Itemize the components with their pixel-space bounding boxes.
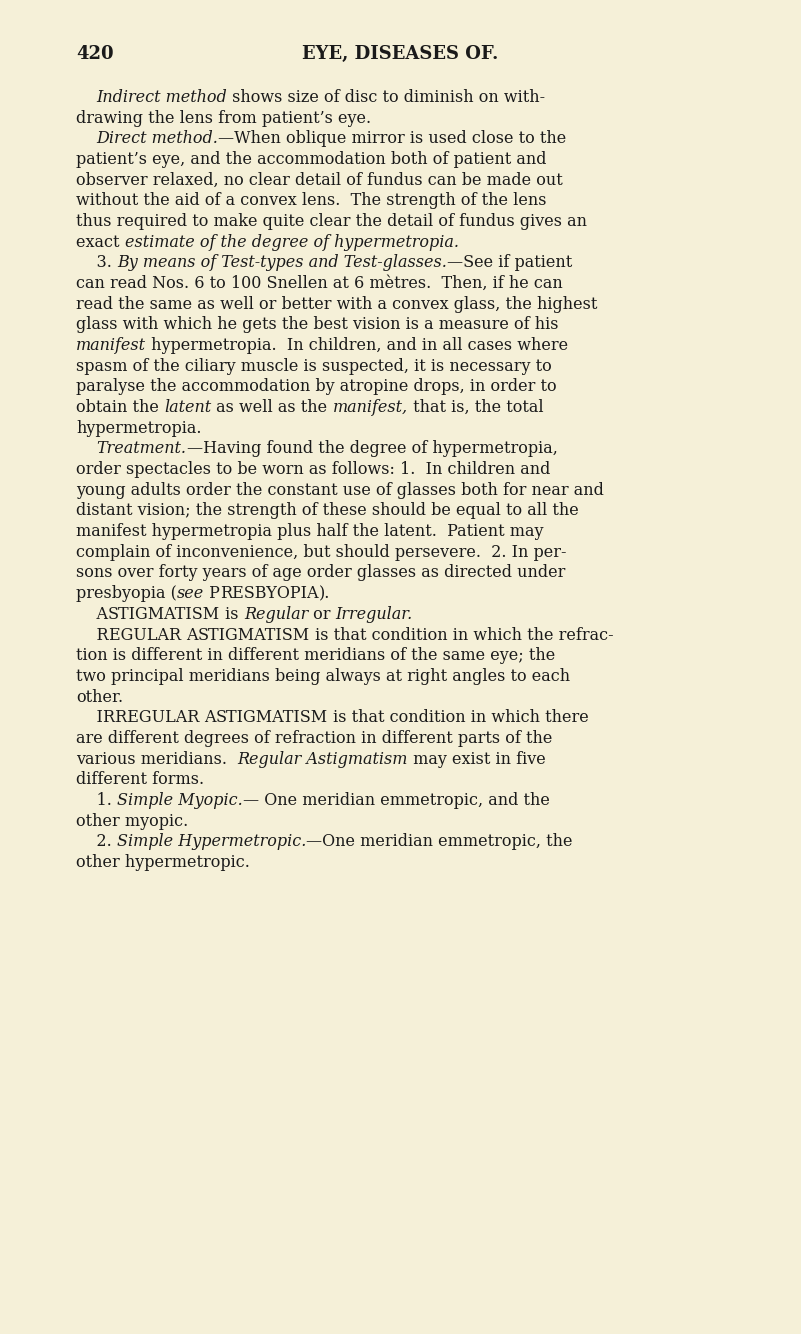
- Text: Treatment.: Treatment.: [97, 440, 187, 458]
- Text: A: A: [76, 606, 108, 623]
- Text: —See if patient: —See if patient: [447, 255, 572, 271]
- Text: Simple Myopic.: Simple Myopic.: [117, 792, 243, 808]
- Text: STIGMATISM: STIGMATISM: [216, 710, 328, 726]
- Text: can read Nos. 6 to 100 Snellen at 6 mètres.  Then, if he can: can read Nos. 6 to 100 Snellen at 6 mètr…: [76, 275, 563, 292]
- Text: spasm of the ciliary muscle is suspected, it is necessary to: spasm of the ciliary muscle is suspected…: [76, 358, 552, 375]
- Text: Regular: Regular: [244, 606, 308, 623]
- Text: other.: other.: [76, 688, 123, 706]
- Text: various meridians.: various meridians.: [76, 751, 237, 767]
- Text: manifest,: manifest,: [332, 399, 408, 416]
- Text: 1.: 1.: [76, 792, 117, 808]
- Text: hypermetropia.: hypermetropia.: [76, 420, 202, 436]
- Text: without the aid of a convex lens.  The strength of the lens: without the aid of a convex lens. The st…: [76, 192, 546, 209]
- Text: RREGULAR: RREGULAR: [103, 710, 204, 726]
- Text: STIGMATISM: STIGMATISM: [108, 606, 220, 623]
- Text: are different degrees of refraction in different parts of the: are different degrees of refraction in d…: [76, 730, 553, 747]
- Text: latent: latent: [164, 399, 211, 416]
- Text: other myopic.: other myopic.: [76, 812, 188, 830]
- Text: —One meridian emmetropic, the: —One meridian emmetropic, the: [306, 834, 573, 850]
- Text: two principal meridians being always at right angles to each: two principal meridians being always at …: [76, 668, 570, 684]
- Text: 420: 420: [76, 45, 114, 63]
- Text: —Having found the degree of hypermetropia,: —Having found the degree of hypermetropi…: [187, 440, 557, 458]
- Text: 2.: 2.: [76, 834, 117, 850]
- Text: sons over forty years of age order glasses as directed under: sons over forty years of age order glass…: [76, 564, 566, 582]
- Text: manifest hypermetropia plus half the latent.  Patient may: manifest hypermetropia plus half the lat…: [76, 523, 544, 540]
- Text: or: or: [308, 606, 336, 623]
- Text: — One meridian emmetropic, and the: — One meridian emmetropic, and the: [243, 792, 549, 808]
- Text: —When oblique mirror is used close to the: —When oblique mirror is used close to th…: [219, 131, 567, 147]
- Text: STIGMATISM: STIGMATISM: [198, 627, 310, 643]
- Text: as well as the: as well as the: [211, 399, 332, 416]
- Text: I: I: [76, 710, 103, 726]
- Text: other hypermetropic.: other hypermetropic.: [76, 854, 250, 871]
- Text: RESBYOPIA: RESBYOPIA: [220, 586, 319, 602]
- Text: is that condition in which the refrac-: is that condition in which the refrac-: [310, 627, 614, 643]
- Text: young adults order the constant use of glasses both for near and: young adults order the constant use of g…: [76, 482, 604, 499]
- Text: distant vision; the strength of these should be equal to all the: distant vision; the strength of these sh…: [76, 503, 579, 519]
- Text: hypermetropia.  In children, and in all cases where: hypermetropia. In children, and in all c…: [146, 338, 568, 354]
- Text: 3.: 3.: [76, 255, 117, 271]
- Text: order spectacles to be worn as follows: 1.  In children and: order spectacles to be worn as follows: …: [76, 462, 550, 478]
- Text: A: A: [204, 710, 216, 726]
- Text: different forms.: different forms.: [76, 771, 204, 788]
- Text: glass with which he gets the best vision is a measure of his: glass with which he gets the best vision…: [76, 316, 558, 334]
- Text: obtain the: obtain the: [76, 399, 164, 416]
- Text: estimate of the degree of hypermetropia.: estimate of the degree of hypermetropia.: [125, 233, 459, 251]
- Text: By means of Test-types and Test-glasses.: By means of Test-types and Test-glasses.: [117, 255, 447, 271]
- Text: A: A: [186, 627, 198, 643]
- Text: is: is: [220, 606, 244, 623]
- Text: tion is different in different meridians of the same eye; the: tion is different in different meridians…: [76, 647, 555, 664]
- Text: complain of inconvenience, but should persevere.  2. In per-: complain of inconvenience, but should pe…: [76, 544, 566, 560]
- Text: EGULAR: EGULAR: [109, 627, 186, 643]
- Text: paralyse the accommodation by atropine drops, in order to: paralyse the accommodation by atropine d…: [76, 379, 557, 395]
- Text: see: see: [177, 586, 204, 602]
- Text: manifest: manifest: [76, 338, 146, 354]
- Text: presbyopia (: presbyopia (: [76, 586, 177, 602]
- Text: patient’s eye, and the accommodation both of patient and: patient’s eye, and the accommodation bot…: [76, 151, 546, 168]
- Text: may exist in five: may exist in five: [408, 751, 545, 767]
- Text: P: P: [204, 586, 220, 602]
- Text: R: R: [76, 627, 109, 643]
- Text: shows size of disc to diminish on with-: shows size of disc to diminish on with-: [227, 89, 545, 105]
- Text: observer relaxed, no clear detail of fundus can be made out: observer relaxed, no clear detail of fun…: [76, 172, 563, 188]
- Text: exact: exact: [76, 233, 125, 251]
- Text: Regular Astigmatism: Regular Astigmatism: [237, 751, 408, 767]
- Text: Indirect method: Indirect method: [97, 89, 227, 105]
- Text: that is, the total: that is, the total: [408, 399, 543, 416]
- Text: EYE, DISEASES OF.: EYE, DISEASES OF.: [302, 45, 499, 63]
- Text: is that condition in which there: is that condition in which there: [328, 710, 589, 726]
- Text: ).: ).: [319, 586, 330, 602]
- Text: read the same as well or better with a convex glass, the highest: read the same as well or better with a c…: [76, 296, 598, 312]
- Text: thus required to make quite clear the detail of fundus gives an: thus required to make quite clear the de…: [76, 213, 587, 229]
- Text: Irregular.: Irregular.: [336, 606, 413, 623]
- Text: drawing the lens from patient’s eye.: drawing the lens from patient’s eye.: [76, 109, 371, 127]
- Text: Direct method.: Direct method.: [97, 131, 219, 147]
- Text: Simple Hypermetropic.: Simple Hypermetropic.: [117, 834, 306, 850]
